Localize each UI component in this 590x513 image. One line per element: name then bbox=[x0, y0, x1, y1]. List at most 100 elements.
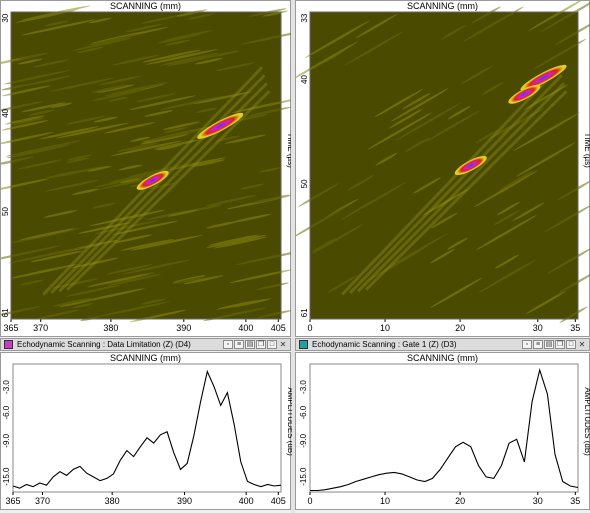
scan-texture-streak bbox=[460, 65, 494, 85]
x-tick-label: 390 bbox=[177, 496, 192, 506]
x-tick-label: 30 bbox=[533, 496, 543, 506]
scan-texture-streak bbox=[72, 257, 119, 268]
scan-texture-streak bbox=[5, 140, 82, 157]
scan-texture-streak bbox=[430, 277, 483, 308]
x-tick-label: 405 bbox=[271, 323, 286, 333]
scan-texture-streak bbox=[50, 102, 72, 108]
time-axis-label: TIME (µs) bbox=[583, 133, 590, 169]
x-tick-label: 380 bbox=[103, 323, 118, 333]
echodynamic-right-titlebar[interactable]: Echodynamic Scanning : Gate 1 (Z) (D3) ▫… bbox=[295, 338, 590, 351]
x-tick-label: 390 bbox=[176, 323, 191, 333]
properties-icon[interactable]: ▤ bbox=[544, 340, 554, 349]
scan-texture-streak bbox=[425, 110, 480, 142]
scan-texture-streak bbox=[81, 288, 145, 303]
scan-texture-streak bbox=[33, 59, 69, 68]
scan-texture-streak bbox=[476, 214, 537, 251]
y-tick-label: 61 bbox=[1, 308, 10, 317]
properties-icon[interactable]: ▤ bbox=[245, 340, 255, 349]
amplitude-axis-label: AMPLITUDES (dB) bbox=[583, 387, 590, 456]
x-tick-label: 35 bbox=[570, 323, 580, 333]
scan-texture-streak bbox=[28, 109, 55, 116]
window-color-icon bbox=[4, 340, 13, 349]
y-tick-label: 50 bbox=[300, 179, 309, 188]
restore-window-icon[interactable]: ❐ bbox=[256, 340, 266, 349]
flaw-indication bbox=[454, 155, 487, 176]
maximize-window-icon[interactable]: □ bbox=[566, 340, 576, 349]
y-tick-label: -3.0 bbox=[299, 380, 308, 394]
scan-texture-streak bbox=[231, 97, 292, 113]
echodynamic-right-title: Echodynamic Scanning : Gate 1 (Z) (D3) bbox=[312, 340, 457, 349]
scan-texture-streak bbox=[91, 202, 117, 209]
scan-texture-streak bbox=[478, 259, 537, 293]
scan-texture-streak bbox=[553, 19, 590, 46]
scan-texture-streak bbox=[257, 310, 292, 318]
scan-texture-streak bbox=[88, 17, 112, 24]
maximize-window-icon[interactable]: □ bbox=[267, 340, 277, 349]
vertical-splitter[interactable] bbox=[291, 0, 295, 513]
scan-texture-streak bbox=[144, 110, 173, 117]
scan-texture-streak bbox=[17, 58, 43, 65]
scan-texture-streak bbox=[344, 31, 403, 66]
scan-texture-streak bbox=[239, 30, 292, 45]
scan-texture-streak bbox=[52, 297, 93, 307]
x-tick-label: 10 bbox=[380, 496, 390, 506]
scan-texture-streak bbox=[347, 174, 375, 191]
scan-texture-streak bbox=[118, 164, 143, 171]
restore-window-icon[interactable]: ❐ bbox=[555, 340, 565, 349]
scan-texture-streak bbox=[8, 247, 81, 264]
close-window-icon[interactable]: ✕ bbox=[578, 340, 586, 349]
scan-echo-band bbox=[66, 90, 271, 291]
page-icon[interactable]: ▫ bbox=[223, 340, 233, 349]
y-tick-label: -3.0 bbox=[2, 380, 11, 394]
y-tick-label: -9.0 bbox=[299, 433, 308, 447]
echo-right-plot[interactable]: 0 10 20 30 35 -3.0 -6.0 -9.0 -15.0 AMPLITUDES (dB… bbox=[296, 353, 590, 511]
scan-echo-band bbox=[349, 74, 563, 294]
echodynamic-left-title: Echodynamic Scanning : Data Limitation (… bbox=[17, 340, 191, 349]
scan-texture-streak bbox=[39, 126, 100, 140]
echodynamic-left-titlebar[interactable]: Echodynamic Scanning : Data Limitation (… bbox=[0, 338, 291, 351]
scan-texture-streak bbox=[209, 50, 240, 58]
scan-texture-streak bbox=[93, 116, 119, 123]
list-icon[interactable]: ≡ bbox=[234, 340, 244, 349]
scan-texture-streak bbox=[30, 250, 84, 263]
scan-texture-streak bbox=[136, 93, 176, 103]
plot-area bbox=[309, 363, 579, 493]
amplitude-curve bbox=[310, 367, 579, 492]
time-axis-label: TIME (µs) bbox=[286, 133, 292, 169]
scan-texture-streak bbox=[59, 299, 93, 308]
scan-texture-streak bbox=[546, 246, 590, 275]
scan-texture-streak bbox=[71, 188, 100, 195]
scan-texture-streak bbox=[56, 122, 129, 139]
page-icon[interactable]: ▫ bbox=[522, 340, 532, 349]
scan-texture-streak bbox=[51, 278, 100, 289]
scan-texture-streak bbox=[103, 82, 170, 97]
scan-texture-streak bbox=[20, 228, 75, 241]
x-tick-label: 365 bbox=[5, 496, 20, 506]
list-icon[interactable]: ≡ bbox=[533, 340, 543, 349]
scan-texture-streak bbox=[208, 234, 260, 246]
scan-texture-streak bbox=[475, 130, 498, 144]
scan-texture-streak bbox=[91, 89, 146, 102]
scan-texture-streak bbox=[404, 137, 430, 153]
plot-area bbox=[12, 363, 282, 493]
scan-texture-streak bbox=[1, 85, 51, 97]
scan-right-image[interactable]: 0 10 20 30 35 33 40 50 61 TIME (µs) bbox=[296, 1, 590, 338]
scan-left-image[interactable]: 365 370 380 390 400 405 30 40 50 61 TIME (µs) bbox=[1, 1, 292, 338]
scan-texture-streak bbox=[413, 177, 441, 194]
close-window-icon[interactable]: ✕ bbox=[279, 340, 287, 349]
y-tick-label: 30 bbox=[1, 13, 10, 22]
scan-texture-streak bbox=[215, 135, 241, 142]
scan-texture-streak bbox=[50, 166, 104, 178]
echo-left-plot[interactable]: 365 370 380 390 400 405 -3.0 -6.0 -9.0 -15.0 AMPLI… bbox=[1, 353, 292, 511]
scan-texture-streak bbox=[166, 54, 219, 67]
scan-texture-streak bbox=[367, 112, 433, 150]
scan-texture-streak bbox=[430, 212, 458, 229]
x-tick-label: 0 bbox=[307, 496, 312, 506]
scan-echo-band bbox=[50, 74, 266, 294]
scan-view-right[interactable]: SCANNING (mm) 0 10 20 30 35 33 40 50 61 TIME (µs) bbox=[295, 0, 590, 337]
scan-view-left[interactable]: SCANNING (mm) 365 370 380 390 400 405 30 40 50 61… bbox=[0, 0, 292, 338]
x-tick-label: 400 bbox=[238, 323, 253, 333]
scan-texture-streak bbox=[492, 210, 520, 226]
echodynamic-chart-left[interactable]: SCANNING (mm) 365 370 380 390 400 405 -3.0 -6.0… bbox=[0, 352, 292, 511]
echodynamic-chart-right[interactable]: SCANNING (mm) 0 10 20 30 35 -3.0 -6.0 -9.0 -15.0… bbox=[295, 352, 590, 510]
